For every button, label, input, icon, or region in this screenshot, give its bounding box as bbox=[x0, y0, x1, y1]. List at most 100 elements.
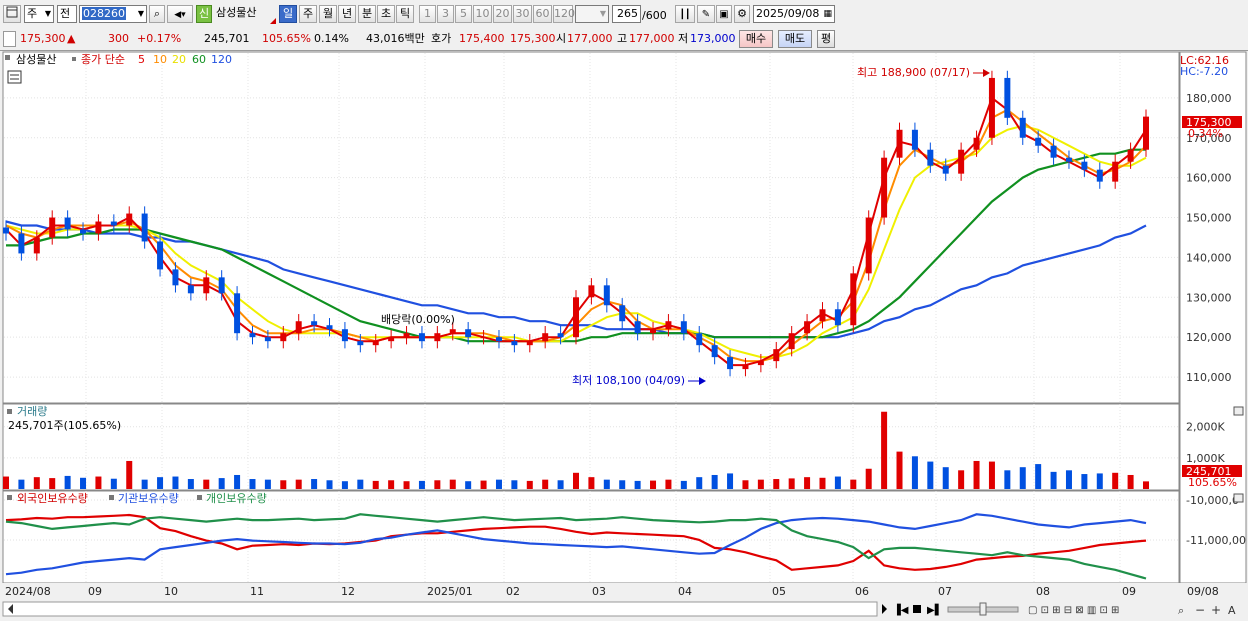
holding-panel bbox=[2, 490, 1180, 584]
candle-body bbox=[973, 137, 980, 150]
tab-day[interactable]: 일 bbox=[279, 5, 297, 23]
price-y-tick: 150,000 bbox=[1186, 212, 1232, 225]
search-icon: ⌕ bbox=[153, 7, 161, 20]
expand-icon[interactable] bbox=[3, 31, 16, 47]
price-y-tick: 170,000 bbox=[1186, 132, 1232, 145]
chart-window-icon[interactable] bbox=[3, 5, 21, 23]
volume-bar bbox=[988, 461, 995, 489]
interval-30-button[interactable]: 30 bbox=[513, 5, 532, 23]
x-axis-label: 09 bbox=[1122, 585, 1136, 598]
scrollbar-track[interactable] bbox=[2, 601, 878, 617]
date-value: 2025/09/08 bbox=[756, 7, 820, 20]
legend-ma10: 10 bbox=[153, 53, 167, 66]
search-button[interactable]: ⌕ bbox=[149, 5, 165, 23]
tab-minute[interactable]: 분 bbox=[358, 5, 376, 23]
high-arrow-icon bbox=[983, 69, 990, 77]
volume-bar bbox=[388, 480, 395, 489]
low-annotation: 최저 108,100 (04/09) bbox=[572, 374, 685, 387]
interval-5-button[interactable]: 5 bbox=[455, 5, 472, 23]
holding-panel-close-icon[interactable] bbox=[1233, 493, 1244, 503]
interval-1-button[interactable]: 1 bbox=[419, 5, 436, 23]
interval-custom-select[interactable]: ▼ bbox=[575, 5, 609, 23]
candle-body bbox=[911, 129, 918, 150]
candle-body bbox=[819, 309, 826, 322]
drawing-button[interactable]: ✎ bbox=[697, 5, 715, 23]
volume-bar bbox=[434, 480, 441, 489]
volume-bar bbox=[757, 479, 764, 489]
save-button[interactable]: ▣ bbox=[716, 5, 732, 23]
settings-button[interactable]: ⚙ bbox=[734, 5, 750, 23]
candle-body bbox=[18, 233, 25, 254]
volume-bar bbox=[958, 470, 965, 489]
buy-button[interactable]: 매수 bbox=[739, 30, 773, 48]
candle-body bbox=[588, 285, 595, 298]
stock-code-input[interactable]: 028260 ▼ bbox=[79, 5, 147, 23]
volume-bar bbox=[449, 479, 456, 489]
stop-icon[interactable] bbox=[913, 605, 921, 613]
legend-marker bbox=[5, 55, 10, 60]
interval-120-button[interactable]: 120 bbox=[553, 5, 575, 23]
first-page-icon[interactable]: ▐◀ bbox=[893, 603, 909, 616]
volume-bar bbox=[526, 480, 533, 489]
candle-body bbox=[434, 333, 441, 342]
chevron-down-icon: ▼ bbox=[137, 9, 144, 18]
indicator-button[interactable]: ┃┃ bbox=[675, 5, 695, 23]
market-select[interactable]: 전 bbox=[57, 5, 77, 23]
candle-body bbox=[1081, 161, 1088, 170]
candle-body bbox=[650, 329, 657, 334]
tab-second[interactable]: 초 bbox=[377, 5, 395, 23]
interval-3-button[interactable]: 3 bbox=[437, 5, 454, 23]
up-arrow-icon: ▲ bbox=[67, 32, 76, 45]
tab-tick[interactable]: 틱 bbox=[396, 5, 414, 23]
legend-ma60: 60 bbox=[192, 53, 206, 66]
count-input[interactable]: 265 bbox=[612, 5, 641, 23]
tab-week[interactable]: 주 bbox=[299, 5, 317, 23]
candle-body bbox=[557, 333, 564, 338]
tab-month[interactable]: 월 bbox=[319, 5, 337, 23]
candle-body bbox=[3, 227, 9, 234]
interval-10-button[interactable]: 10 bbox=[473, 5, 492, 23]
tool-icons[interactable]: ▢ ⊡ ⊞ ⊟ ⊠ ▥ ⊡ ⊞ bbox=[1028, 605, 1119, 616]
candle-body bbox=[696, 333, 703, 346]
sell-button[interactable]: 매도 bbox=[778, 30, 812, 48]
candle-body bbox=[480, 337, 487, 339]
table-toggle-icon[interactable] bbox=[7, 70, 22, 84]
candle-body bbox=[988, 77, 995, 138]
x-axis-label: 07 bbox=[938, 585, 952, 598]
axes: 180,000 170,000 160,000 150,000 140,000 130,0… bbox=[5, 92, 1246, 598]
candle-body bbox=[95, 221, 102, 234]
volume-bar bbox=[1004, 470, 1011, 489]
avg-button[interactable]: 평 bbox=[817, 30, 835, 48]
font-size-icon[interactable]: A bbox=[1228, 604, 1236, 617]
volume-bar bbox=[850, 479, 857, 489]
volume-bar bbox=[126, 460, 133, 489]
date-input[interactable]: 2025/09/08 ▦ bbox=[753, 5, 835, 23]
scroll-right-icon[interactable] bbox=[882, 604, 887, 614]
high-annotation: 최고 188,900 (07/17) bbox=[857, 66, 970, 79]
bid-price: 175,300 bbox=[510, 32, 556, 45]
sound-button[interactable]: ◀▾ bbox=[167, 5, 193, 23]
zoom-search-icon[interactable]: ⌕ bbox=[1178, 604, 1184, 617]
candle-body bbox=[372, 341, 379, 346]
candle-body bbox=[1035, 137, 1042, 146]
candle-body bbox=[495, 337, 502, 342]
zoom-slider-handle[interactable] bbox=[979, 602, 987, 616]
last-page-icon[interactable]: ▶▌ bbox=[927, 603, 942, 616]
volume-bar bbox=[1035, 464, 1042, 489]
zoom-in-icon[interactable]: + bbox=[1211, 603, 1221, 617]
interval-60-button[interactable]: 60 bbox=[533, 5, 552, 23]
volume-panel-close-icon[interactable] bbox=[1233, 406, 1244, 416]
zoom-out-icon[interactable]: − bbox=[1195, 603, 1205, 617]
chart-area[interactable]: 180,000 170,000 160,000 150,000 140,000 130,0… bbox=[0, 51, 1248, 621]
volume-bar bbox=[742, 480, 749, 489]
volume-bar bbox=[418, 480, 425, 489]
legend-ma20: 20 bbox=[172, 53, 186, 66]
volume-bar bbox=[1112, 472, 1119, 489]
candle-body bbox=[449, 329, 456, 334]
type-select[interactable]: 주 ▼ bbox=[24, 5, 54, 23]
interval-20-button[interactable]: 20 bbox=[493, 5, 512, 23]
tab-year[interactable]: 년 bbox=[338, 5, 356, 23]
volume-bar bbox=[650, 480, 657, 489]
scroll-left-icon[interactable] bbox=[8, 604, 13, 614]
window-icon bbox=[6, 6, 18, 18]
